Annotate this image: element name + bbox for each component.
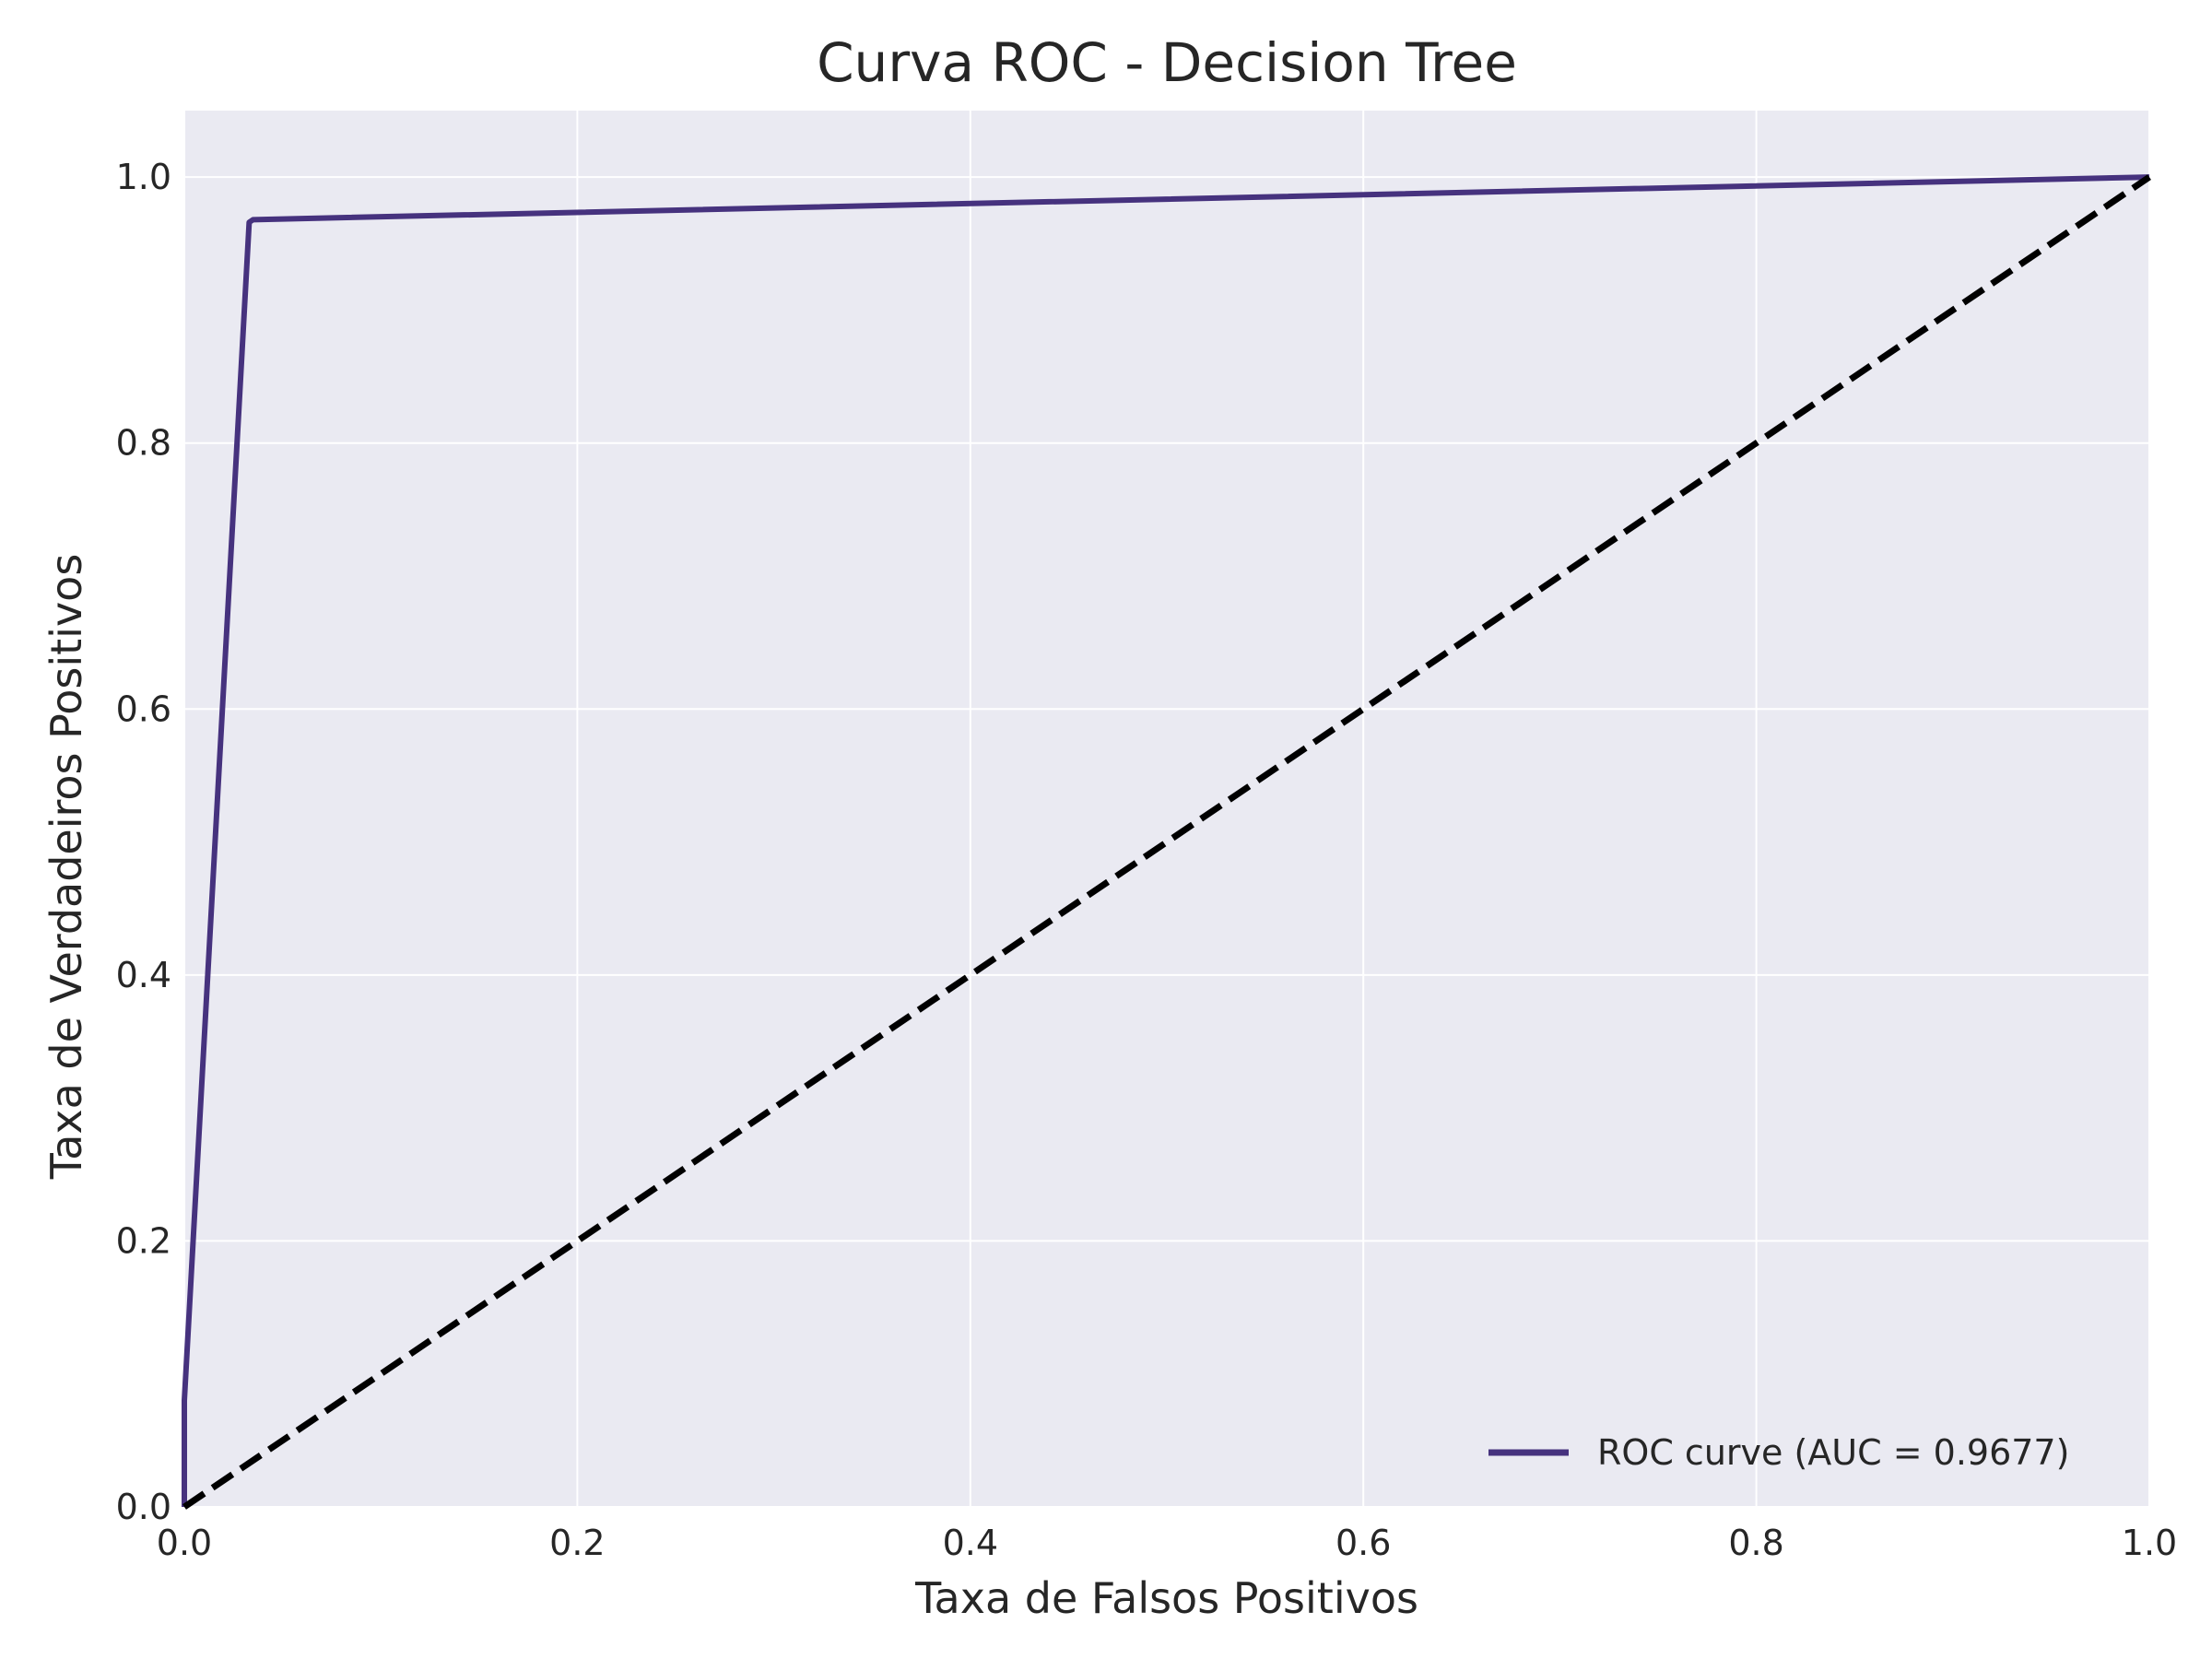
y-tick-label: 0.4 bbox=[116, 955, 171, 995]
x-tick-label: 0.0 bbox=[157, 1523, 212, 1563]
x-tick-label: 0.6 bbox=[1335, 1523, 1391, 1563]
y-tick-label: 1.0 bbox=[116, 157, 171, 197]
x-axis-label: Taxa de Falsos Positivos bbox=[914, 1573, 1418, 1623]
random-classifier-line bbox=[182, 174, 2151, 1510]
y-tick-label: 0.8 bbox=[116, 423, 171, 464]
y-tick-label: 0.2 bbox=[116, 1220, 171, 1261]
y-tick-label: 0.0 bbox=[116, 1487, 171, 1527]
x-tick-label: 0.8 bbox=[1728, 1523, 1783, 1563]
series-layer bbox=[182, 174, 2151, 1510]
x-tick-label: 0.2 bbox=[549, 1523, 605, 1563]
x-tick-labels: 0.0 0.2 0.4 0.6 0.8 1.0 bbox=[157, 1523, 2177, 1563]
grid bbox=[183, 111, 2150, 1508]
roc-curve-line bbox=[182, 174, 2150, 1507]
x-tick-label: 1.0 bbox=[2122, 1523, 2177, 1563]
y-tick-label: 0.6 bbox=[116, 688, 171, 729]
legend-label-roc: ROC curve (AUC = 0.9677) bbox=[1597, 1432, 2069, 1473]
x-tick-label: 0.4 bbox=[943, 1523, 998, 1563]
chart-title: Curva ROC - Decision Tree bbox=[817, 31, 1517, 94]
legend: ROC curve (AUC = 0.9677) bbox=[1488, 1432, 2069, 1473]
y-tick-labels: 0.0 0.2 0.4 0.6 0.8 1.0 bbox=[116, 157, 171, 1527]
plot-area bbox=[184, 111, 2149, 1507]
y-axis-label: Taxa de Verdadeiros Positivos bbox=[41, 554, 91, 1181]
